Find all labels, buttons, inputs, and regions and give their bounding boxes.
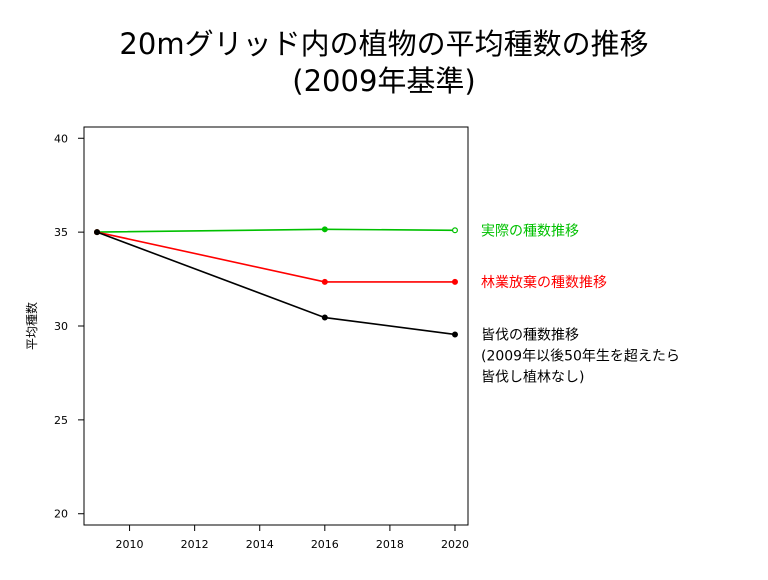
data-point [321,314,328,321]
series-line [96,231,455,283]
x-tick-label: 2010 [116,538,144,551]
title-line-2: (2009年基準) [292,64,476,98]
y-tick-label: 25 [54,414,68,427]
legend-label: 実際の種数推移 [481,223,579,239]
data-point [321,278,328,285]
legend-label: 林業放棄の種数推移 [481,275,607,291]
x-tick-label: 2012 [181,538,209,551]
series-2 [94,229,458,338]
series-1 [94,229,458,285]
series-0 [94,226,458,236]
legend-label: (2009年以後50年生を超えたら [481,348,680,364]
x-tick-label: 2018 [376,538,404,551]
series-line [96,231,456,336]
x-tick-label: 2016 [311,538,339,551]
x-tick-label: 2020 [441,538,469,551]
title-line-1: 20mグリッド内の植物の平均種数の推移 [119,27,649,61]
data-point [94,229,101,236]
y-axis-label: 平均種数 [24,302,39,350]
x-tick-label: 2014 [246,538,274,551]
y-tick-label: 40 [54,132,68,145]
data-point [451,227,458,234]
legend-label: 皆伐の種数推移 [481,327,579,343]
legend-label: 皆伐し植林なし) [481,369,584,385]
slide-title: 20mグリッド内の植物の平均種数の推移 (2009年基準) [0,26,768,100]
data-point [321,226,328,233]
series-line [96,228,456,233]
y-tick-label: 35 [54,226,68,239]
data-point [451,331,458,338]
series-group [94,226,458,338]
y-tick-label: 20 [54,508,68,521]
data-point [451,278,458,285]
plot-frame [83,126,469,526]
y-tick-label: 30 [54,320,68,333]
